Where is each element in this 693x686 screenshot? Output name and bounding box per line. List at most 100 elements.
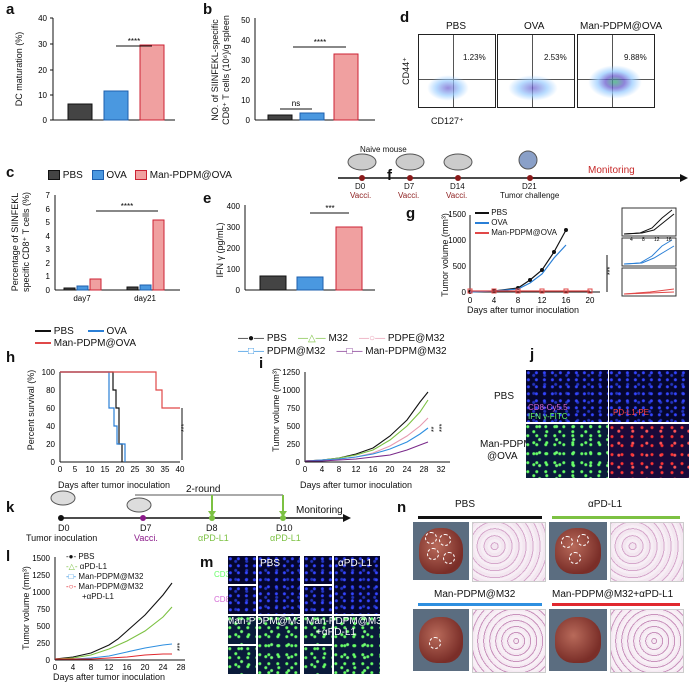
xtick: 0 (303, 465, 308, 474)
chart-e: 0 100 200 300 400 *** (227, 202, 375, 295)
sig: *** (439, 424, 446, 432)
sig: *** (181, 424, 188, 432)
ytick: 0 (246, 116, 251, 125)
ylabel-b1: NO. of SIINFEKL-specific (210, 19, 220, 121)
k-d0: D0 (58, 523, 70, 533)
panel-label-m: m (200, 554, 214, 571)
ytick: 1500 (32, 554, 50, 563)
inset-xtick: 8 (642, 237, 645, 243)
panel-label-j: j (530, 346, 535, 363)
legend-pbs: PBS (62, 170, 83, 181)
sig: **** (121, 202, 133, 211)
ylabel-c1: Percentage of SIINFEKL (10, 192, 20, 292)
k-d0-label: Tumor inoculation (26, 533, 98, 543)
sig: **** (128, 37, 140, 46)
n-histo-combo (610, 609, 684, 673)
j-pbs-ch2: PD-L1-PE (609, 370, 689, 422)
m-man-small1 (228, 616, 256, 644)
ylabel-i: Tumor volume (mm³) (271, 368, 281, 452)
sig-ns: ns (292, 99, 300, 108)
m-apdl1-small1 (304, 556, 332, 584)
flow-plot-pbs: 1.23% (418, 34, 496, 108)
k-round: 2-round (186, 484, 221, 495)
flow-plot-man: 9.88% (577, 34, 655, 108)
ylabel-g: Tumor volume (mm³) (440, 213, 450, 297)
m-combo-main (334, 616, 380, 674)
f-d0: D0 (355, 182, 366, 191)
legend-man: Man-PDPM@OVA (53, 338, 136, 349)
ylabel-c2: specific CD8⁺ T cells (%) (21, 192, 31, 292)
k-d10: D10 (276, 523, 293, 533)
ytick: 0 (46, 656, 51, 665)
m-label-combo-2: +αPD-L1 (316, 627, 356, 638)
sig: ** (431, 426, 438, 432)
chart-a: 0 10 20 30 40 **** (38, 14, 175, 125)
f-monitoring: Monitoring (588, 165, 635, 176)
legend-h: PBS OVA Man-PDPM@OVA (35, 326, 136, 350)
xtick: 12 (538, 296, 547, 305)
legend-i: —●— PBS —△— M32 —○— PDPE@M32 —□— PDPM@M3… (238, 333, 447, 357)
ylabel-a: DC maturation (%) (14, 31, 24, 107)
xtick: 12 (105, 663, 114, 672)
xtick: 20 (586, 296, 595, 305)
n-histo-pbs (472, 522, 546, 582)
ytick: 20 (38, 66, 47, 75)
xtick: 16 (562, 296, 571, 305)
sig: **** (314, 38, 326, 47)
m-apdl1-small2 (304, 586, 332, 614)
j-ch2: PD-L1-PE (613, 408, 650, 417)
chart-b: 0 10 20 30 40 50 ns **** (241, 16, 375, 125)
xtick: 8 (337, 465, 342, 474)
ytick: 2 (46, 259, 51, 268)
j-man-ch1 (526, 424, 608, 478)
panel-label-n: n (397, 499, 407, 516)
f-d7-label: Vacci. (398, 191, 420, 200)
ytick: 500 (453, 262, 467, 271)
flow-ylabel: CD44⁺ (401, 57, 411, 85)
xtick: 8 (89, 663, 94, 672)
ytick: 20 (46, 440, 55, 449)
m-ch2: CD8 (214, 595, 231, 604)
ytick: 60 (46, 404, 55, 413)
bar-ova (299, 112, 325, 121)
n-bar-apdl1 (552, 516, 680, 519)
legend-combo-2: +αPD-L1 (82, 592, 114, 601)
ytick: 5 (46, 218, 51, 227)
ytick: 250 (37, 639, 51, 648)
chart-l: 0 250 500 750 1000 1250 1500 0 4 8 12 16… (32, 554, 186, 672)
panel-label-h: h (6, 349, 16, 366)
ytick: 40 (38, 14, 47, 23)
timeline-k (50, 490, 351, 522)
ytick: 1250 (282, 368, 300, 377)
ytick: 80 (46, 386, 55, 395)
m-ch1: CD3 (214, 570, 231, 579)
legend-pbs: PBS (78, 552, 95, 561)
ytick: 30 (38, 40, 47, 49)
legend-pbs: PBS (266, 333, 287, 344)
n-lung-combo (549, 609, 607, 671)
ytick: 50 (241, 16, 250, 25)
xtick: 8 (516, 296, 521, 305)
f-d0-label: Vacci. (350, 191, 372, 200)
xtick: 5 (73, 465, 78, 474)
chart-i: 0 250 500 750 1000 1250 0 4 8 12 16 20 2… (282, 368, 450, 474)
panel-label-l: l (6, 548, 11, 565)
legend-ova: OVA (106, 170, 127, 181)
n-label-combo: Man-PDPM@M32+αPD-L1 (552, 589, 674, 600)
xtick: 32 (437, 465, 446, 474)
flow-xlabel: CD127⁺ (431, 116, 464, 126)
ytick: 1000 (282, 386, 300, 395)
legend-m32: M32 (328, 333, 348, 344)
n-histo-man (472, 609, 546, 673)
xtick: 40 (176, 465, 185, 474)
ytick: 10 (241, 96, 250, 105)
n-bar-pbs (418, 516, 542, 519)
ytick: 500 (287, 422, 301, 431)
inset-xtick: 12 (654, 237, 660, 243)
ytick: 40 (46, 422, 55, 431)
sig: *** (607, 267, 614, 275)
m-man-main (258, 616, 300, 674)
legend-pbs: PBS (53, 326, 74, 337)
naive-mouse-label: Naive mouse (360, 145, 407, 154)
ytick: 1250 (32, 571, 50, 580)
